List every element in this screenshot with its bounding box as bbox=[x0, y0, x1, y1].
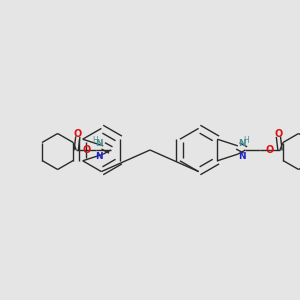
Text: N: N bbox=[95, 152, 103, 161]
Text: O: O bbox=[82, 145, 90, 155]
Text: H: H bbox=[92, 136, 98, 145]
Text: N: N bbox=[95, 139, 103, 148]
Text: H: H bbox=[243, 136, 249, 145]
Text: N: N bbox=[238, 139, 246, 148]
Text: N: N bbox=[238, 152, 246, 161]
Text: O: O bbox=[74, 129, 82, 139]
Text: O: O bbox=[266, 145, 274, 155]
Text: O: O bbox=[274, 129, 283, 139]
